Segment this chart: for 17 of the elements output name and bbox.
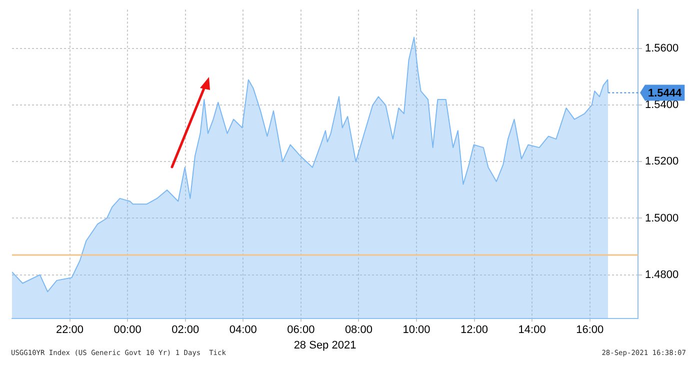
x-axis-title: 28 Sep 2021 — [294, 339, 356, 352]
x-tick-label: 10:00 — [402, 324, 430, 336]
x-tick-label: 14:00 — [518, 324, 546, 336]
x-tick-label: 06:00 — [287, 324, 315, 336]
x-tick-label: 16:00 — [576, 324, 604, 336]
x-tick-label: 04:00 — [229, 324, 257, 336]
x-tick-label: 22:00 — [56, 324, 84, 336]
annotation: 1.5444 — [648, 88, 683, 100]
y-tick-label: 1.5000 — [645, 212, 679, 224]
x-tick-label: 00:00 — [114, 324, 142, 336]
x-tick-label: 08:00 — [344, 324, 372, 336]
y-tick-label: 1.5600 — [645, 42, 679, 55]
x-tick-label: 02:00 — [172, 324, 200, 336]
y-tick-label: 1.5200 — [645, 156, 679, 168]
x-tick-label: 12:00 — [460, 324, 488, 336]
y-tick-label: 1.4800 — [645, 268, 679, 281]
y-tick-label: 1.5400 — [645, 99, 679, 112]
